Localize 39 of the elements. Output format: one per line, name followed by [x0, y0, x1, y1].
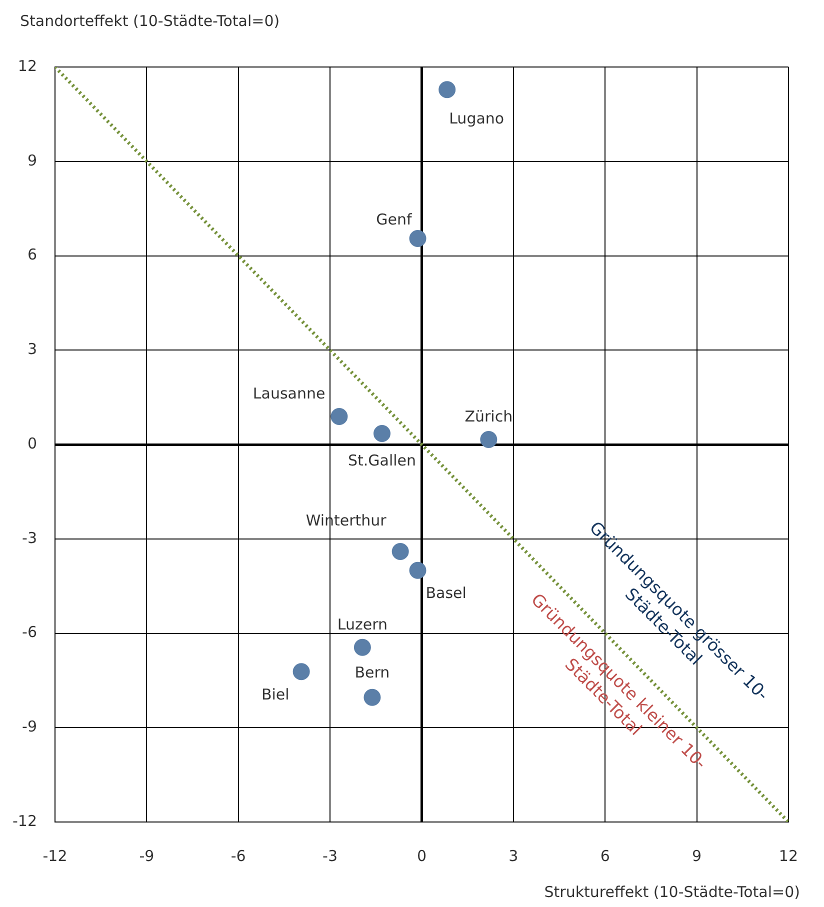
x-tick-label: 12	[778, 846, 798, 865]
point	[364, 688, 381, 706]
point	[438, 81, 456, 98]
y-tick-label: -6	[22, 623, 37, 642]
y-tick-label: 12	[18, 56, 37, 75]
point	[292, 663, 310, 680]
annotation: Genf	[376, 210, 412, 228]
annotation: Luzern	[337, 615, 388, 634]
annotation: Bern	[354, 663, 390, 682]
x-tick-label: 9	[692, 846, 702, 865]
point	[409, 230, 426, 247]
y-tick-label: -9	[22, 718, 37, 736]
y-tick-label: -3	[22, 528, 37, 547]
annotation: Basel	[426, 584, 466, 602]
x-tick-label: -6	[230, 846, 246, 865]
y-tick-label: 0	[27, 434, 37, 452]
point	[354, 638, 371, 656]
y-tick-label: 3	[27, 340, 37, 358]
annotation: Lausanne	[252, 384, 326, 402]
y-axis-title: Standorteffekt (10-Städte-Total=0)	[20, 12, 280, 30]
point	[480, 430, 498, 448]
x-tick-label: 3	[508, 846, 518, 865]
annotation: St.Gallen	[348, 451, 416, 470]
x-tick-label: -9	[139, 846, 154, 865]
annotation: Lugano	[449, 110, 504, 128]
annotation: Zürich	[464, 407, 513, 426]
point	[392, 542, 409, 560]
x-tick-label: 0	[416, 846, 426, 865]
point	[409, 562, 426, 579]
point	[330, 408, 348, 425]
y-tick-label: 6	[27, 246, 37, 264]
point	[374, 424, 390, 442]
y-tick-label: 9	[27, 151, 37, 170]
x-tick-label: -3	[322, 846, 338, 865]
y-tick-label: -12	[12, 812, 37, 830]
x-tick-label: 6	[600, 846, 610, 865]
x-tick-label: -12	[42, 846, 68, 865]
x-axis-title: Struktureffekt (10-Städte-Total=0)	[544, 882, 800, 901]
annotation: Biel	[261, 686, 290, 704]
